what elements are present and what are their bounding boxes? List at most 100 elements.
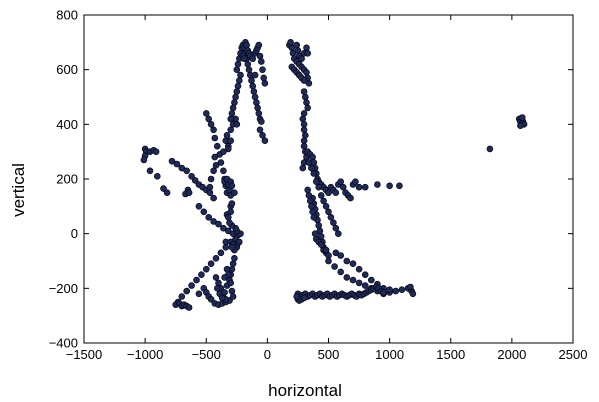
data-point <box>374 181 381 188</box>
data-point <box>214 142 221 150</box>
data-point <box>207 260 215 268</box>
y-tick-label: 200 <box>56 172 78 187</box>
data-point <box>221 274 228 281</box>
data-point <box>245 66 253 73</box>
data-point <box>234 60 242 68</box>
data-point <box>337 178 345 185</box>
data-point <box>315 183 323 191</box>
data-point <box>256 52 264 60</box>
data-point <box>223 265 231 273</box>
data-point <box>355 265 363 273</box>
data-point <box>398 286 406 294</box>
data-point <box>222 244 230 251</box>
data-point <box>299 115 307 123</box>
data-point <box>140 156 148 164</box>
y-tick-label: −400 <box>49 336 78 351</box>
data-point <box>304 186 312 194</box>
data-point <box>212 162 220 169</box>
data-point <box>195 203 203 210</box>
data-point <box>300 126 308 134</box>
data-point <box>287 38 294 46</box>
data-point <box>325 189 332 196</box>
x-axis-title: horizontal <box>268 381 342 400</box>
data-point <box>146 167 154 175</box>
data-point <box>251 93 259 101</box>
data-point <box>325 208 332 216</box>
data-point <box>226 219 233 226</box>
points-layer <box>140 38 528 311</box>
data-point <box>304 104 312 112</box>
data-point <box>188 282 195 289</box>
data-point <box>380 289 387 296</box>
data-point <box>210 218 217 225</box>
data-point <box>308 203 315 210</box>
data-point <box>227 115 234 123</box>
data-point <box>243 41 250 49</box>
data-point <box>298 55 305 63</box>
data-point <box>229 293 237 300</box>
data-point <box>217 159 225 166</box>
data-point <box>325 252 332 259</box>
data-point <box>361 183 369 191</box>
x-tick-label: −500 <box>192 347 221 362</box>
data-point <box>396 182 403 190</box>
data-point <box>163 189 171 196</box>
x-tick-label: 0 <box>264 347 271 362</box>
data-point <box>261 80 269 87</box>
data-point <box>178 164 186 172</box>
data-point <box>183 287 190 295</box>
data-point <box>220 224 227 232</box>
data-point <box>231 189 238 196</box>
data-point <box>249 55 256 63</box>
data-point <box>332 249 340 257</box>
data-point <box>233 88 241 95</box>
data-point <box>178 293 186 300</box>
data-point <box>232 93 239 101</box>
data-point <box>227 279 234 287</box>
y-tick-label: 0 <box>71 226 78 241</box>
data-point <box>227 126 234 134</box>
data-point <box>259 132 266 139</box>
data-point <box>300 137 308 144</box>
data-point <box>234 82 242 90</box>
data-point <box>331 263 338 270</box>
data-point <box>203 110 210 117</box>
x-ticks: −1500 −1000 −500 0 500 1000 1500 2000 2500 <box>66 15 588 362</box>
data-point <box>185 189 193 196</box>
data-point <box>301 132 309 139</box>
x-tick-label: −1500 <box>66 347 103 362</box>
x-tick-label: 2500 <box>559 347 588 362</box>
data-point <box>221 289 228 296</box>
data-point <box>293 293 301 300</box>
data-point <box>330 219 337 226</box>
data-point <box>309 208 316 216</box>
data-point <box>256 126 264 134</box>
data-point <box>227 137 234 144</box>
y-tick-label: 400 <box>56 117 78 132</box>
data-point <box>215 220 222 228</box>
data-point <box>343 274 351 281</box>
data-point <box>253 99 260 106</box>
data-point <box>236 238 243 246</box>
data-point <box>206 189 214 196</box>
data-point <box>154 173 161 180</box>
y-tick-label: 600 <box>56 62 78 77</box>
y-axis-title: vertical <box>9 163 28 217</box>
data-point <box>315 222 323 229</box>
data-point <box>332 224 340 232</box>
data-point <box>240 55 248 63</box>
data-point <box>300 110 308 117</box>
data-point <box>173 160 181 168</box>
data-point <box>337 252 345 259</box>
data-point <box>206 183 214 191</box>
data-point <box>260 74 268 82</box>
data-point <box>211 153 219 161</box>
data-point <box>233 121 241 128</box>
data-point <box>250 88 258 95</box>
data-point <box>343 257 351 265</box>
data-point <box>517 122 524 129</box>
data-point <box>257 58 265 65</box>
data-point <box>486 145 494 153</box>
data-point <box>228 110 236 117</box>
y-ticks: −400 −200 0 200 400 600 800 <box>49 8 573 351</box>
